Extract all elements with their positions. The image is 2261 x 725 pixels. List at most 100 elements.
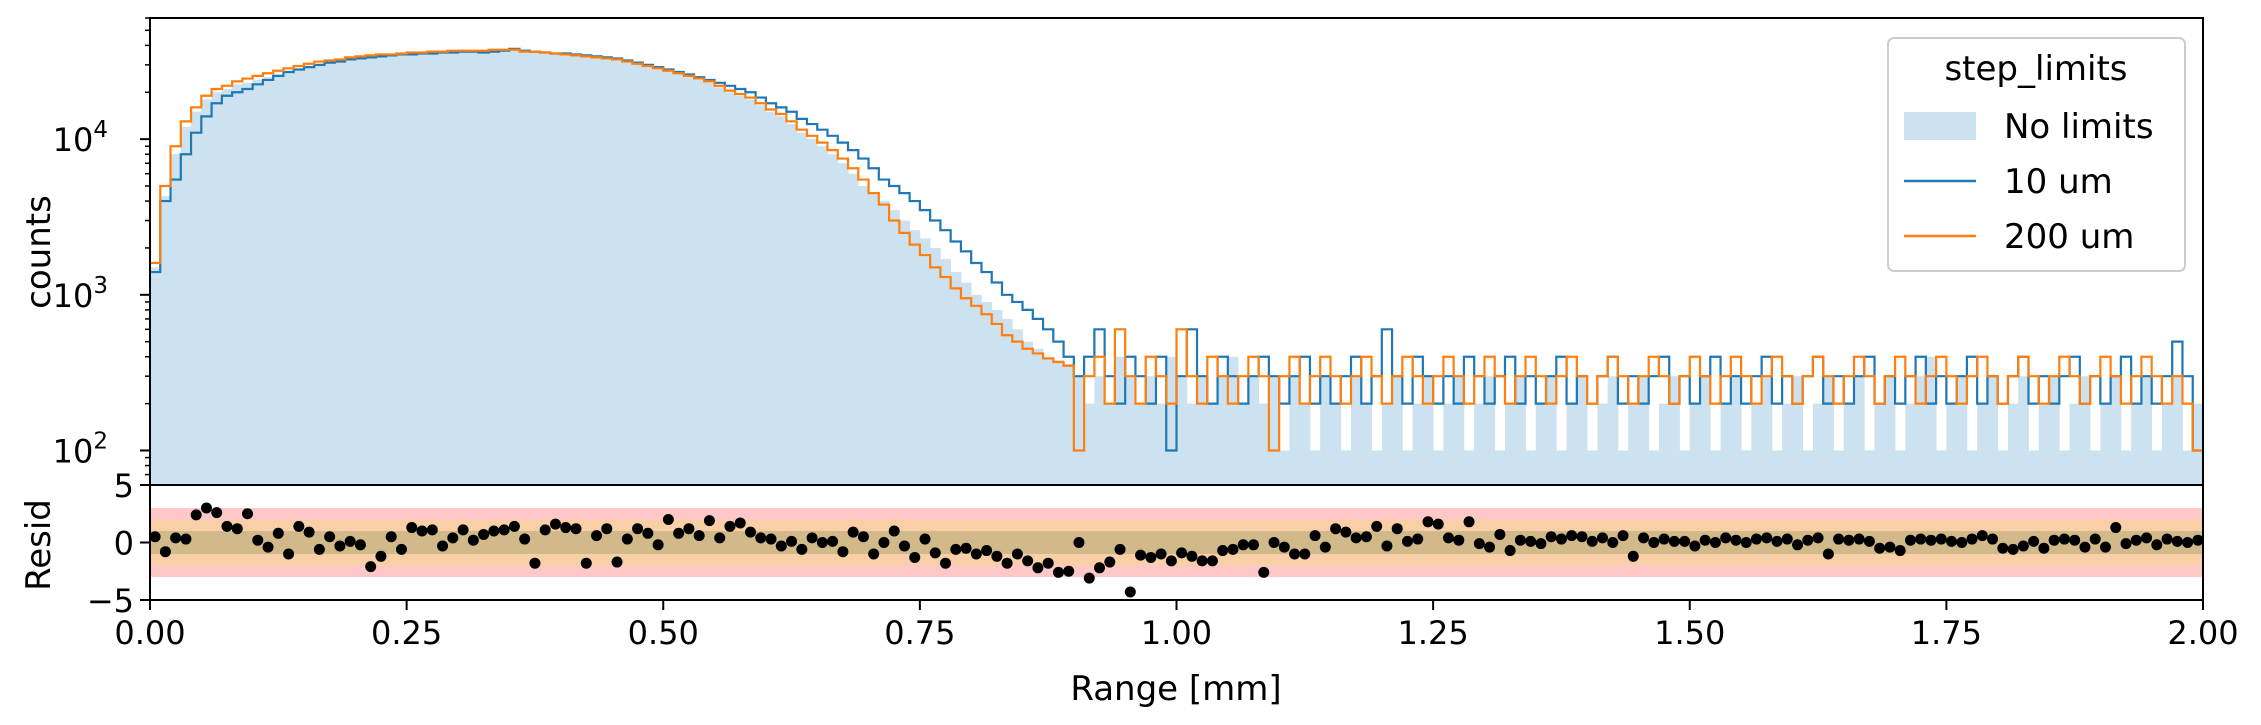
residual-point <box>1925 534 1937 546</box>
bar-no-limits <box>1771 450 1783 485</box>
residual-point <box>1658 533 1670 545</box>
bar-no-limits <box>1217 376 1229 485</box>
residual-point <box>2017 540 2029 552</box>
x-tick-label: 0.25 <box>371 614 442 652</box>
residual-point <box>1319 541 1331 553</box>
residual-point <box>827 535 839 547</box>
residual-point <box>703 515 715 527</box>
bar-no-limits <box>1730 376 1742 485</box>
bar-no-limits <box>694 79 705 485</box>
bar-no-limits <box>499 51 510 485</box>
bar-no-limits <box>2059 450 2070 485</box>
residual-point <box>847 526 859 538</box>
bar-no-limits <box>396 55 408 485</box>
bar-no-limits <box>1700 376 1711 485</box>
bar-no-limits <box>160 196 171 485</box>
bar-no-limits <box>817 146 828 485</box>
residual-point <box>652 539 664 551</box>
residual-point <box>1432 518 1444 530</box>
residual-point <box>447 532 459 544</box>
residual-point <box>1771 535 1783 547</box>
residual-point <box>416 525 428 537</box>
residual-bands <box>150 508 2203 577</box>
residual-point <box>149 531 161 543</box>
bar-no-limits <box>170 154 182 485</box>
bar-no-limits <box>827 154 839 485</box>
residual-point <box>1135 549 1147 561</box>
bar-no-limits <box>1043 356 1054 485</box>
residual-point <box>1463 516 1475 528</box>
residual-point <box>180 533 192 545</box>
residual-point <box>2110 522 2122 534</box>
bar-no-limits <box>837 163 849 485</box>
x-axis-label: Range [mm] <box>1070 669 1281 709</box>
residual-point <box>303 526 315 538</box>
residual-point <box>981 545 993 557</box>
residual-point <box>1730 534 1742 546</box>
bar-no-limits <box>273 74 284 485</box>
residual-point <box>365 561 377 573</box>
bar-no-limits <box>1751 403 1762 485</box>
bar-no-limits <box>1309 450 1321 485</box>
residual-point <box>1956 537 1968 548</box>
bar-no-limits <box>416 54 428 485</box>
bar-no-limits <box>765 111 777 485</box>
bar-no-limits <box>1484 376 1496 485</box>
residual-point <box>478 528 490 540</box>
residual-point <box>1750 533 1762 545</box>
bar-no-limits <box>1494 450 1506 485</box>
residual-point <box>2130 534 2142 546</box>
residual-point <box>2182 537 2194 548</box>
legend-box <box>1887 37 2186 272</box>
bar-no-limits <box>735 95 746 486</box>
residual-point <box>2099 541 2111 553</box>
residual-point <box>1032 562 1044 574</box>
bar-no-limits <box>611 60 623 485</box>
residual-point <box>580 557 592 569</box>
x-tick-label: 1.50 <box>1654 614 1725 652</box>
bar-no-limits <box>919 238 931 485</box>
residual-point <box>529 557 541 569</box>
legend-swatch <box>1904 112 1976 140</box>
bar-no-limits <box>519 52 531 485</box>
bar-no-limits <box>663 71 674 485</box>
bar-no-limits <box>1207 403 1218 485</box>
bar-no-limits <box>211 92 223 486</box>
residual-point <box>1709 537 1721 548</box>
bar-no-limits <box>899 220 911 485</box>
bar-no-limits <box>878 201 890 485</box>
bar-no-limits <box>386 56 397 486</box>
bar-no-limits <box>786 124 798 486</box>
bar-no-limits <box>1669 376 1680 485</box>
bar-no-limits <box>468 52 479 485</box>
x-tick-label: 0.75 <box>884 614 955 652</box>
bar-no-limits <box>2151 450 2163 485</box>
bar-no-limits <box>180 126 192 485</box>
residual-point <box>488 525 500 537</box>
residual-point <box>1535 538 1547 550</box>
step-histogram-layer <box>150 47 2203 452</box>
bar-no-limits <box>427 53 438 485</box>
residual-point <box>1525 535 1537 547</box>
bar-no-limits <box>796 132 808 485</box>
residual-point <box>1863 535 1875 547</box>
bar-no-limits <box>2141 376 2153 485</box>
bar-no-limits <box>303 67 315 486</box>
main-y-axis-ticks: 102 103 104 <box>53 17 150 486</box>
residual-point <box>816 537 828 548</box>
x-tick-label: 2.00 <box>2167 614 2238 652</box>
bar-no-limits <box>1084 403 1095 485</box>
residual-point <box>1001 557 1013 569</box>
residual-point <box>1566 530 1578 542</box>
bar-no-limits <box>1720 403 1732 485</box>
bar-no-limits <box>909 230 921 485</box>
bar-no-limits <box>1987 376 1999 485</box>
residual-point <box>1114 543 1126 555</box>
bar-no-limits <box>601 58 613 486</box>
residual-point <box>1299 548 1311 560</box>
bar-no-limits <box>1792 376 1804 485</box>
residual-point <box>1874 542 1886 554</box>
bar-no-limits <box>570 55 582 485</box>
bar-no-limits <box>1802 450 1814 485</box>
